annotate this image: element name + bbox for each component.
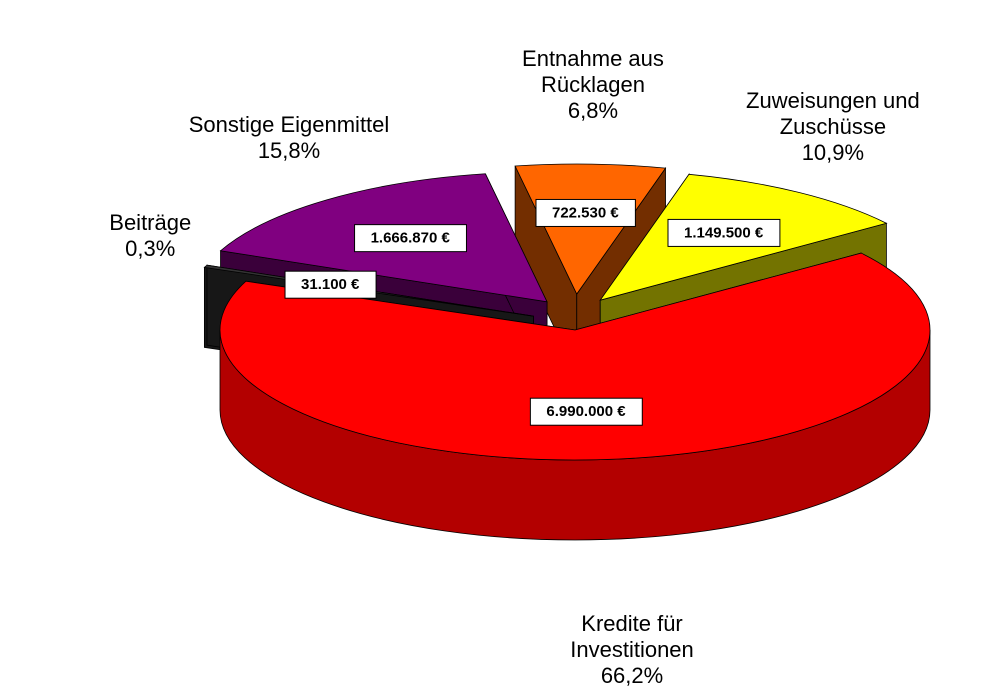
category-label: Sonstige Eigenmittel 15,8%: [189, 112, 390, 164]
category-name: Entnahme aus Rücklagen: [522, 46, 664, 98]
category-percent: 66,2%: [600, 663, 664, 688]
amount-label-text: 31.100 €: [301, 276, 360, 293]
amount-label-box: [354, 224, 467, 253]
amount-label: 722.530 €: [535, 198, 636, 227]
category-label: Zuweisungen und Zuschüsse 10,9%: [718, 88, 948, 166]
slice: [219, 252, 931, 541]
category-name: Beiträge: [109, 209, 192, 235]
amount-label-box: [529, 397, 643, 426]
amount-label: 31.100 €: [284, 270, 377, 299]
amount-label-text: 6.990.000 €: [546, 403, 626, 420]
amount-label: 1.149.500 €: [667, 218, 781, 247]
category-percent: 0,3%: [125, 235, 176, 261]
amount-label: 6.990.000 €: [529, 397, 643, 426]
amount-label-box: [667, 218, 781, 247]
category-name: Zuweisungen und Zuschüsse: [746, 88, 920, 140]
amount-label-text: 722.530 €: [552, 204, 619, 221]
category-label: Beiträge 0,3%: [109, 210, 191, 262]
slice-top: [514, 163, 667, 295]
category-name: Kredite für Investitionen: [570, 611, 694, 662]
category-percent: 6,8%: [567, 98, 619, 124]
amount-label-box: [284, 270, 377, 299]
category-percent: 10,9%: [801, 140, 865, 166]
slice-top: [219, 252, 931, 461]
category-label: Kredite für Investitionen 66,2%: [517, 611, 747, 689]
category-label: Entnahme aus Rücklagen 6,8%: [478, 46, 708, 124]
amount-label-text: 1.666.870 €: [371, 230, 451, 247]
amount-label: 1.666.870 €: [354, 224, 467, 253]
category-name: Sonstige Eigenmittel: [188, 112, 390, 138]
amount-label-text: 1.149.500 €: [684, 224, 764, 241]
category-percent: 15,8%: [257, 138, 321, 164]
amount-label-box: [535, 198, 636, 227]
